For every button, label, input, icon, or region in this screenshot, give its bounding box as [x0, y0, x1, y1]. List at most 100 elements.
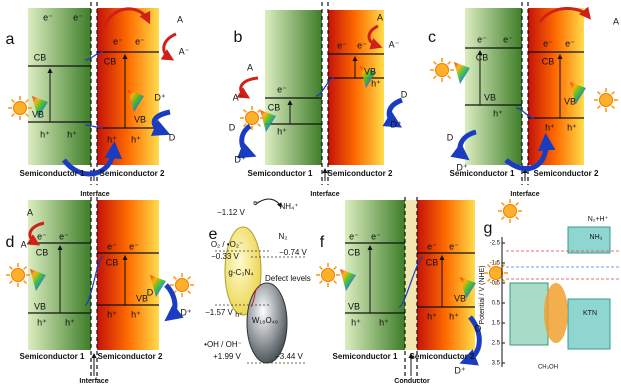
- light-beam: [340, 269, 356, 291]
- diagram-label: CB: [542, 56, 555, 66]
- diagram-label: e⁻: [477, 34, 487, 44]
- diagram-label: Semiconductor 1: [20, 352, 85, 361]
- diagram-label: h⁺: [107, 309, 117, 319]
- diagram-label: −0.74 V: [279, 248, 307, 257]
- reaction-arrow: [450, 129, 477, 161]
- light-beam: [128, 90, 144, 112]
- light-beam: [460, 277, 476, 299]
- semiconductor-1: [265, 10, 322, 165]
- diagram-label: h⁺: [545, 122, 555, 132]
- diagram-label: VB: [454, 293, 466, 303]
- diagram-label: 1.5: [492, 321, 501, 327]
- sun-ray: [611, 90, 616, 95]
- sun-disc: [489, 266, 503, 280]
- diagram-label: A: [613, 16, 619, 26]
- charge-transfer: [84, 124, 104, 129]
- diagram-label: −1.12 V: [217, 208, 245, 217]
- diagram-label: Semiconductor 2: [328, 169, 393, 178]
- diagram-label: N₂: [279, 232, 288, 241]
- diagram-label: −0.33 V: [211, 252, 239, 261]
- diagram-label: D⁺: [454, 365, 465, 375]
- diagram-label: g-C₃N₄: [228, 268, 253, 277]
- diagram-label: Semiconductor 2: [98, 352, 163, 361]
- sun-ray: [25, 98, 30, 103]
- diagram-label: D⁺: [390, 119, 401, 129]
- diagram-label: Defect levels: [265, 274, 311, 283]
- diagram-label: Semiconductor 2: [410, 352, 475, 361]
- charge-transfer: [84, 256, 104, 306]
- diagram-label: h⁺: [567, 122, 577, 132]
- diagram-label: e⁻: [73, 12, 83, 22]
- diagram-label: NH₃: [590, 234, 603, 241]
- sun-ray: [242, 123, 247, 128]
- sun-ray: [432, 60, 437, 65]
- diagram-label: A: [247, 62, 253, 72]
- sun-disc: [435, 63, 449, 77]
- diagram-label: Interface: [310, 191, 339, 198]
- diagram-label: A⁻: [233, 92, 244, 102]
- sun-ray: [257, 108, 262, 113]
- reaction-arrow: [236, 76, 259, 99]
- sun-icon: [6, 263, 30, 287]
- reaction-arrow: [236, 123, 257, 159]
- light-beam: [570, 82, 586, 104]
- reaction-arrow: [538, 6, 592, 23]
- diagram-label: h⁺: [277, 126, 287, 136]
- diagram-label: W₁₈O₄₉: [252, 316, 278, 325]
- sun-ray: [8, 265, 13, 270]
- diagram-label: D⁺: [234, 154, 245, 164]
- semiconductor-2: [417, 200, 475, 350]
- diagram-label: e⁻: [37, 231, 47, 241]
- electron-path: [250, 286, 260, 308]
- diagram-label: h⁺: [131, 309, 141, 319]
- diagram-label: CB: [36, 247, 49, 257]
- diagram-label: Semiconductor 1: [248, 169, 313, 178]
- sun-ray: [8, 280, 13, 285]
- diagram-label: 3.5: [492, 361, 501, 367]
- diagram-label: Interface: [80, 191, 109, 198]
- panel: e −1.12 V e⁻ NH₄⁺ N₂ O₂ / •O₂⁻ −0.33 V g-C₃N₄ −0…: [204, 198, 311, 364]
- diagram-label: h⁺: [493, 108, 503, 118]
- diagram-label: h⁺: [65, 317, 75, 327]
- diagram-label: A: [377, 12, 383, 22]
- sun-ray: [333, 280, 338, 285]
- sun-icon: [8, 96, 32, 120]
- charge-transfer: [515, 107, 535, 119]
- diagram-label: •OH / OH⁻: [204, 340, 242, 349]
- light-beam: [150, 275, 166, 297]
- diagram-label: −1.57 V: [205, 308, 233, 317]
- sun-ray: [10, 98, 15, 103]
- sun-ray: [333, 265, 338, 270]
- diagram-label: h⁺: [131, 134, 141, 144]
- g-c3n4-particle: [224, 226, 262, 316]
- diagram-label: VB: [134, 114, 146, 124]
- sun-icon: [430, 58, 454, 82]
- diagram-label: Interface: [79, 378, 108, 385]
- sun-ray: [447, 60, 452, 65]
- diagram-label: e⁻: [371, 231, 381, 241]
- sun-disc: [599, 93, 613, 107]
- diagram-label: h⁺: [40, 129, 50, 139]
- diagram-label: Semiconductor 1: [450, 169, 515, 178]
- semiconductor-2: [328, 10, 384, 165]
- diagram-label: Semiconductor 2: [534, 169, 599, 178]
- diagram-label: −3.44 V: [275, 352, 303, 361]
- diagram-label: e⁻: [59, 231, 69, 241]
- sun-ray: [257, 123, 262, 128]
- sun-ray: [596, 105, 601, 110]
- sun-ray: [187, 275, 192, 280]
- sun-ray: [447, 75, 452, 80]
- light-beam: [260, 110, 276, 132]
- diagram-label: KTN: [583, 310, 597, 317]
- diagram-label: A: [177, 14, 183, 24]
- diagram-label: e⁻: [357, 40, 367, 50]
- sun-ray: [486, 278, 491, 283]
- sun-ray: [596, 90, 601, 95]
- diagram-label: CB: [426, 257, 439, 267]
- diagram-label: e⁻: [129, 241, 139, 251]
- diagram-label: 2.5: [492, 341, 501, 347]
